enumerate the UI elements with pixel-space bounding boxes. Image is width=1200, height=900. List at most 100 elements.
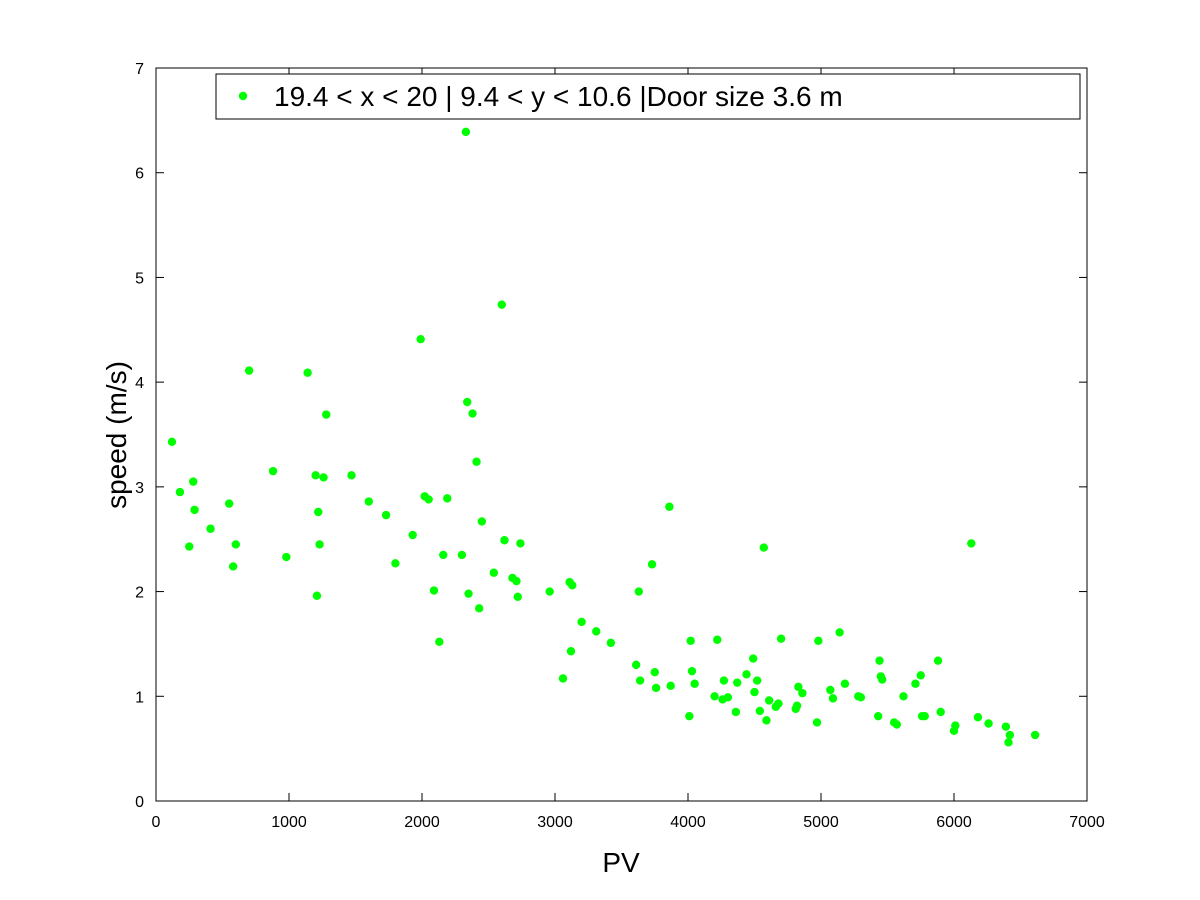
legend-box bbox=[215, 73, 1081, 120]
data-point bbox=[792, 701, 802, 710]
data-point bbox=[568, 581, 577, 590]
data-point bbox=[1005, 730, 1015, 740]
data-point bbox=[189, 477, 198, 486]
data-point bbox=[516, 539, 525, 548]
data-point bbox=[347, 471, 356, 480]
data-point bbox=[268, 466, 278, 476]
x-tick-label: 3000 bbox=[537, 814, 573, 831]
points-layer bbox=[167, 127, 1040, 747]
data-point bbox=[577, 617, 586, 627]
data-point bbox=[916, 671, 925, 680]
data-point bbox=[228, 562, 238, 571]
data-point bbox=[606, 638, 616, 648]
data-point bbox=[776, 634, 786, 643]
data-point bbox=[190, 505, 199, 515]
data-point bbox=[303, 368, 312, 377]
data-point bbox=[282, 552, 291, 562]
data-point bbox=[826, 685, 835, 695]
data-point bbox=[812, 718, 822, 727]
data-point bbox=[457, 550, 467, 560]
x-tick-label: 0 bbox=[152, 814, 161, 831]
data-point bbox=[723, 693, 733, 702]
data-point bbox=[634, 587, 643, 596]
data-point bbox=[651, 683, 661, 693]
data-point bbox=[933, 656, 943, 665]
legend: 19.4 < x < 20 | 9.4 < y < 10.6 |Door siz… bbox=[215, 73, 1081, 120]
data-point bbox=[774, 699, 783, 708]
x-tick-label: 4000 bbox=[670, 814, 706, 831]
data-point bbox=[381, 510, 391, 520]
data-point bbox=[762, 716, 771, 725]
data-point bbox=[439, 550, 448, 560]
data-point bbox=[731, 707, 741, 717]
data-point bbox=[798, 688, 807, 698]
data-point bbox=[314, 507, 323, 517]
y-tick-label: 3 bbox=[135, 480, 144, 497]
data-point bbox=[911, 679, 920, 688]
data-point bbox=[443, 494, 452, 503]
data-point bbox=[631, 660, 641, 670]
data-point bbox=[635, 676, 645, 685]
x-tick-label: 5000 bbox=[803, 814, 839, 831]
data-point bbox=[435, 637, 444, 647]
data-point bbox=[686, 636, 695, 645]
data-point bbox=[690, 679, 699, 688]
data-point bbox=[742, 670, 751, 679]
data-point bbox=[312, 591, 322, 600]
x-tick-label: 6000 bbox=[936, 814, 972, 831]
data-point bbox=[967, 539, 976, 548]
data-point bbox=[647, 560, 657, 569]
data-point bbox=[719, 676, 729, 685]
data-point bbox=[733, 678, 742, 687]
data-point bbox=[984, 719, 993, 728]
data-point bbox=[474, 604, 484, 613]
data-point bbox=[752, 676, 762, 685]
data-point bbox=[666, 681, 675, 691]
data-point bbox=[840, 679, 850, 688]
data-point bbox=[920, 711, 929, 721]
data-point bbox=[650, 668, 659, 677]
data-point bbox=[497, 300, 506, 309]
data-point bbox=[748, 654, 758, 663]
data-point bbox=[322, 410, 331, 419]
data-point bbox=[713, 635, 722, 644]
data-point bbox=[759, 543, 769, 552]
y-tick-label: 0 bbox=[135, 794, 144, 811]
plot-frame bbox=[155, 67, 1088, 802]
data-point bbox=[1030, 730, 1040, 740]
y-tick-label: 4 bbox=[135, 375, 144, 392]
data-point bbox=[319, 473, 328, 482]
data-point bbox=[408, 530, 417, 540]
legend-label: 19.4 < x < 20 | 9.4 < y < 10.6 |Door siz… bbox=[274, 81, 843, 112]
y-tick-label: 7 bbox=[135, 61, 144, 78]
data-point bbox=[566, 647, 576, 656]
data-point bbox=[391, 559, 400, 568]
data-point bbox=[489, 568, 499, 577]
data-point bbox=[231, 540, 240, 549]
data-point bbox=[592, 627, 601, 636]
data-point bbox=[500, 536, 509, 545]
data-point bbox=[315, 540, 324, 549]
data-point bbox=[558, 674, 568, 683]
data-point bbox=[185, 542, 194, 551]
y-axis-title: speed (m/s) bbox=[101, 361, 132, 509]
data-point bbox=[224, 499, 234, 508]
data-point bbox=[1004, 738, 1013, 747]
data-point bbox=[513, 592, 522, 602]
data-point bbox=[364, 497, 373, 506]
data-point bbox=[687, 666, 697, 676]
y-tick-label: 6 bbox=[135, 166, 144, 183]
data-point bbox=[416, 335, 425, 344]
data-point bbox=[856, 693, 866, 702]
data-point bbox=[936, 707, 945, 717]
data-point bbox=[461, 127, 471, 137]
data-point bbox=[167, 437, 177, 447]
data-point bbox=[464, 589, 473, 598]
data-point bbox=[512, 576, 521, 586]
data-point bbox=[685, 711, 694, 721]
x-tick-label: 1000 bbox=[271, 814, 307, 831]
data-point bbox=[665, 502, 674, 511]
data-point bbox=[463, 397, 472, 407]
data-point bbox=[794, 682, 803, 692]
